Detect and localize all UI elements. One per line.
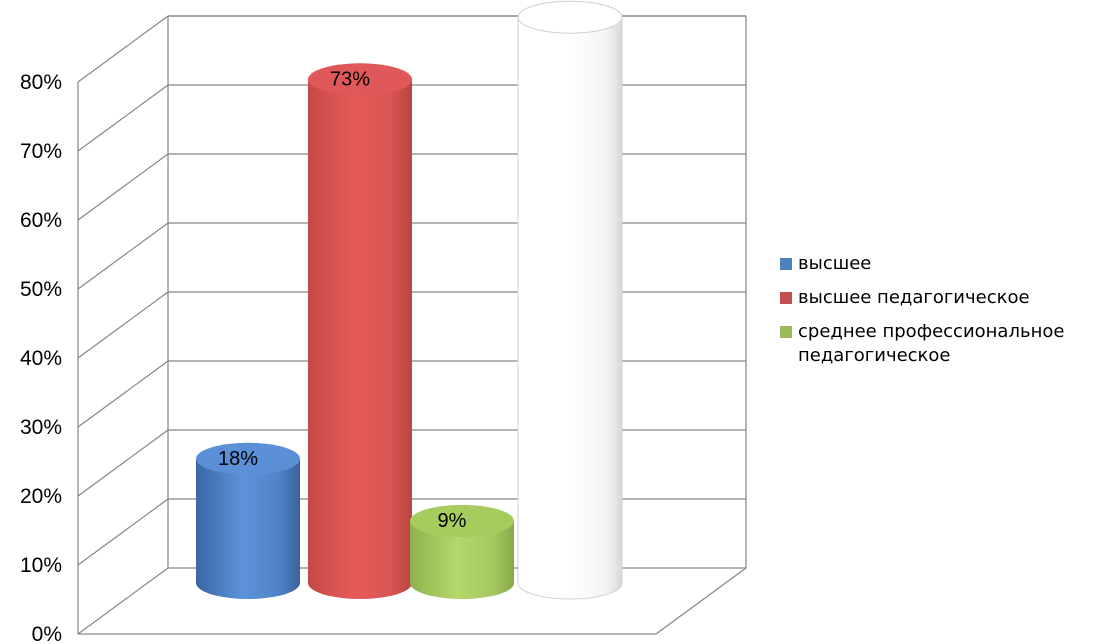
legend-label: высшее [798, 253, 872, 274]
data-label: 18% [218, 448, 258, 470]
bar-body [410, 520, 514, 599]
legend-label: высшее педагогическое [798, 287, 1030, 308]
y-axis: 0% 10% 20% 30% 40% 50% 60% 70% 80% [20, 71, 62, 644]
gridline-side [77, 429, 169, 497]
legend-swatch [780, 326, 792, 338]
bar-body [196, 458, 300, 599]
y-tick-label: 0% [32, 623, 62, 644]
y-tick-label: 70% [20, 140, 62, 163]
gridline-side [77, 291, 169, 359]
gridline-side [77, 222, 169, 290]
gridlines [77, 15, 747, 635]
gridline-side [77, 360, 169, 428]
legend-item: высшее [780, 252, 1118, 286]
gridline-side [77, 15, 169, 83]
data-label: 73% [330, 68, 370, 90]
bar-body [308, 79, 412, 600]
y-tick-label: 40% [20, 347, 62, 370]
y-tick-label: 50% [20, 278, 62, 301]
legend-item: высшее педагогическое [780, 286, 1118, 320]
bar-top [410, 504, 514, 537]
bar-body [517, 16, 623, 600]
gridline-side [77, 84, 169, 152]
bar-top [308, 63, 412, 96]
legend-label: среднее профессиональное педагогическое [798, 321, 1065, 366]
y-tick-label: 80% [20, 71, 62, 94]
gridline-side [77, 153, 169, 221]
bar [410, 504, 514, 599]
y-tick-label: 60% [20, 209, 62, 232]
bar [517, 0, 623, 600]
y-tick-label: 20% [20, 485, 62, 508]
legend-swatch [780, 292, 792, 304]
bar-top [517, 0, 623, 34]
y-tick-label: 30% [20, 416, 62, 439]
y-tick-label: 10% [20, 554, 62, 577]
data-labels: 18% 73% 9% [218, 68, 467, 532]
legend-item: среднее профессиональное педагогическое [780, 320, 1118, 366]
bar-top [196, 442, 300, 475]
bars [196, 0, 623, 600]
floor-right-edge [655, 567, 747, 635]
legend-swatch [780, 258, 792, 270]
bar [196, 442, 300, 599]
data-label: 9% [438, 510, 467, 532]
gridline-side [77, 567, 169, 635]
legend: высшее высшее педагогическое среднее про… [780, 252, 1118, 366]
gridline-side [77, 498, 169, 566]
bar [308, 63, 412, 600]
